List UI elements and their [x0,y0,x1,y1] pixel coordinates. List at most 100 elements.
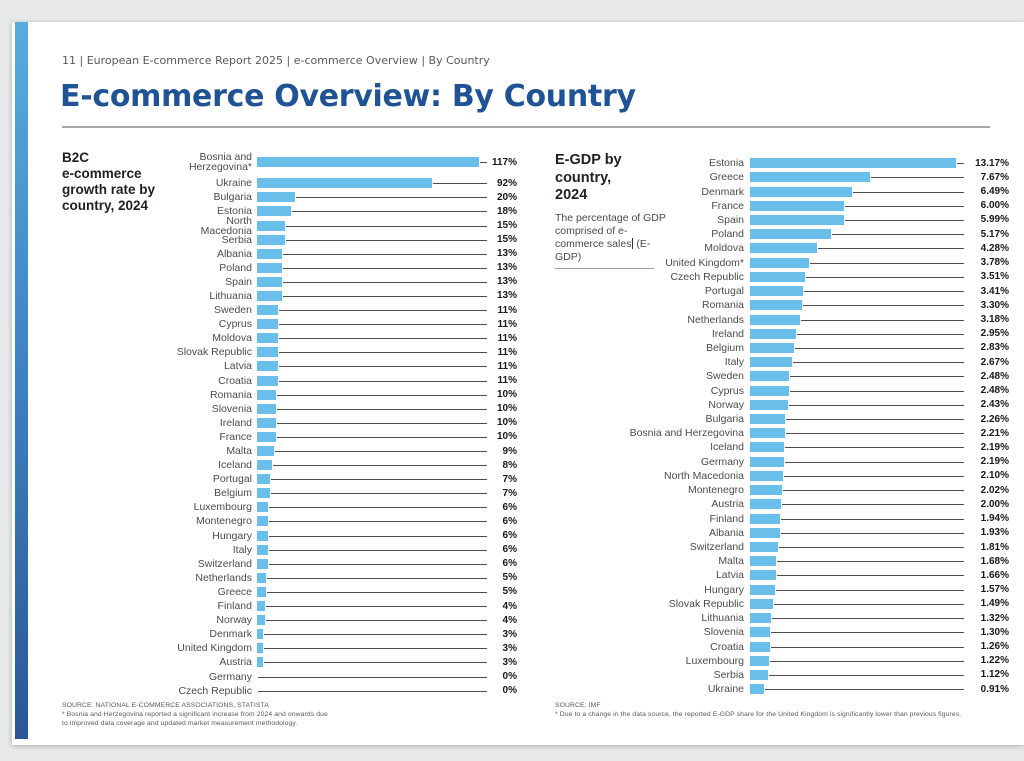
value-bar [750,172,870,183]
leader-line [433,183,487,185]
chart-row: Albania 13% [173,247,519,261]
bar-track [750,668,966,682]
chart-row: United Kingdom 3% [173,641,519,655]
bar-track [750,199,966,213]
chart-row: Denmark 6.49% [620,184,1010,198]
leader-line [771,632,964,634]
bar-track [750,540,966,554]
leader-line [264,648,487,650]
value-label: 10% [496,417,517,429]
leader-line [786,433,964,435]
bar-track [750,583,966,597]
country-label: Denmark [701,185,744,198]
bar-track [750,682,966,696]
country-label: Albania [708,526,744,539]
leader-line [269,549,487,551]
chart-row: Ireland 10% [173,416,519,430]
chart-row: Romania 10% [173,388,519,402]
bar-track [750,241,966,255]
country-label: Poland [711,228,744,241]
chart-row: France 6.00% [620,199,1010,213]
value-bar [257,157,479,168]
value-label: 1.30% [980,626,1009,638]
bar-track [257,359,489,373]
value-label: 1.22% [980,655,1009,667]
bar-track [257,500,489,514]
country-label: Portugal [212,473,252,486]
chart-row: Greece 5% [173,585,519,599]
leader-line [258,690,487,692]
value-bar [750,371,789,382]
chart-row: Luxembourg 1.22% [620,654,1010,668]
chart-row: Estonia 13.17% [620,156,1010,170]
leader-line [271,479,487,481]
leader-line [283,281,487,283]
leader-line [845,205,964,207]
chart2-description-text: The percentage of GDP comprised of e-com… [555,212,666,250]
value-label: 1.57% [980,584,1009,596]
title-line: 2024 [555,187,588,203]
value-bar [257,502,268,513]
bar-track [750,469,966,483]
value-bar [750,499,781,510]
chart1-footnote: SOURCE: NATIONAL E-COMMERCE ASSOCIATIONS… [62,701,392,728]
country-label: France [219,430,252,443]
value-bar [257,389,276,400]
country-label: Slovak Republic [668,597,744,610]
chart-row: Portugal 7% [173,472,519,486]
leader-line [277,422,487,424]
country-label: Ireland [711,327,744,340]
leader-line [776,589,964,591]
country-label: Norway [708,398,744,411]
country-label: Moldova [212,332,252,345]
value-label: 1.93% [980,527,1009,539]
leader-line [853,191,964,193]
bar-track [257,641,489,655]
report-page: 11 | European E-commerce Report 2025 | e… [12,22,1024,745]
bar-track [750,440,966,454]
bar-track [257,543,489,557]
value-label: 13% [496,290,517,302]
leader-line [271,493,487,495]
leader-line [269,521,487,523]
leader-line [770,660,964,662]
leader-line [269,563,487,565]
leader-line [871,177,964,179]
leader-line [269,535,487,537]
chart-row: Croatia 11% [173,374,519,388]
value-bar [257,446,274,457]
bar-track [750,355,966,369]
country-label: Estonia [708,157,744,170]
value-label: 2.00% [980,498,1009,510]
bar-track [257,557,489,571]
chart-row: Iceland 8% [173,458,519,472]
leader-line [806,276,964,278]
value-bar [750,684,764,695]
value-label: 13% [496,276,517,288]
bar-track [257,303,489,317]
chart2-bars: Estonia 13.17% Greece 7.67% Denmark 6.49% Fran… [620,156,1010,696]
chart-row: Switzerland 6% [173,557,519,571]
leader-line [266,620,487,622]
chart-row: Belgium 7% [173,486,519,500]
value-bar [257,544,268,555]
value-label: 6% [502,544,517,556]
value-bar [750,627,770,638]
value-bar [257,417,276,428]
value-label: 2.48% [980,370,1009,382]
value-bar [750,271,805,282]
value-bar [750,229,831,240]
chart2-source: SOURCE: IMF [555,702,601,709]
bar-track [257,416,489,430]
value-bar [750,584,775,595]
value-label: 13% [496,262,517,274]
bar-track [750,384,966,398]
country-label: Latvia [223,360,252,373]
leader-line [801,319,964,321]
value-label: 1.32% [980,612,1009,624]
bar-track [750,284,966,298]
chart-row: Malta 9% [173,444,519,458]
chart-row: Hungary 1.57% [620,583,1010,597]
chart-row: United Kingdom* 3.78% [620,256,1010,270]
chart1-note-line1: * Bosnia and Herzegovina reported a sign… [62,711,328,718]
